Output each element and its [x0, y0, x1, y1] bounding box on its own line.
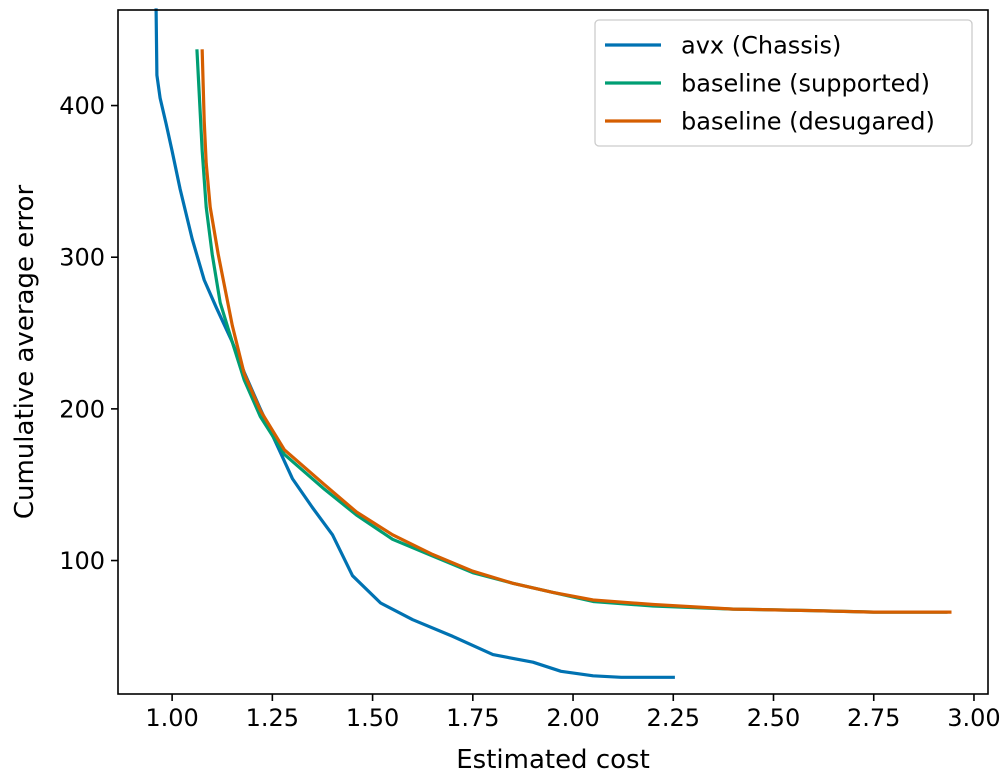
plot-frame — [117, 9, 989, 695]
x-tick-label: 2.25 — [647, 704, 700, 732]
x-tick-label: 1.25 — [246, 704, 299, 732]
x-axis-label: Estimated cost — [456, 745, 650, 774]
x-tick-label: 1.75 — [446, 704, 499, 732]
x-tick-label: 1.00 — [145, 704, 198, 732]
y-tick-label: 400 — [59, 92, 105, 120]
legend-box — [594, 19, 973, 147]
legend-label: baseline (desugared) — [681, 108, 935, 136]
legend-label: avx (Chassis) — [681, 32, 841, 60]
series-line-3 — [200, 49, 952, 614]
legend-label: baseline (supported) — [681, 70, 930, 98]
y-axis-label: Cumulative average error — [10, 185, 40, 520]
legend: avx (Chassis) baseline (supported) baselin… — [594, 19, 973, 147]
x-tick-label: 1.50 — [346, 704, 399, 732]
axes-layer: 1.00 1.25 1.50 1.75 2.00 2.25 2.50 2.75 3.00 100 2… — [59, 9, 1001, 732]
x-tick-label: 2.50 — [747, 704, 800, 732]
x-tick-label: 3.00 — [947, 704, 1000, 732]
y-tick-label: 100 — [59, 547, 105, 575]
x-tick-label: 2.00 — [546, 704, 599, 732]
series-line-1 — [154, 8, 675, 679]
x-tick-label: 2.75 — [847, 704, 900, 732]
series-layer — [154, 8, 952, 679]
y-tick-label: 200 — [59, 395, 105, 423]
y-tick-label: 300 — [59, 244, 105, 272]
